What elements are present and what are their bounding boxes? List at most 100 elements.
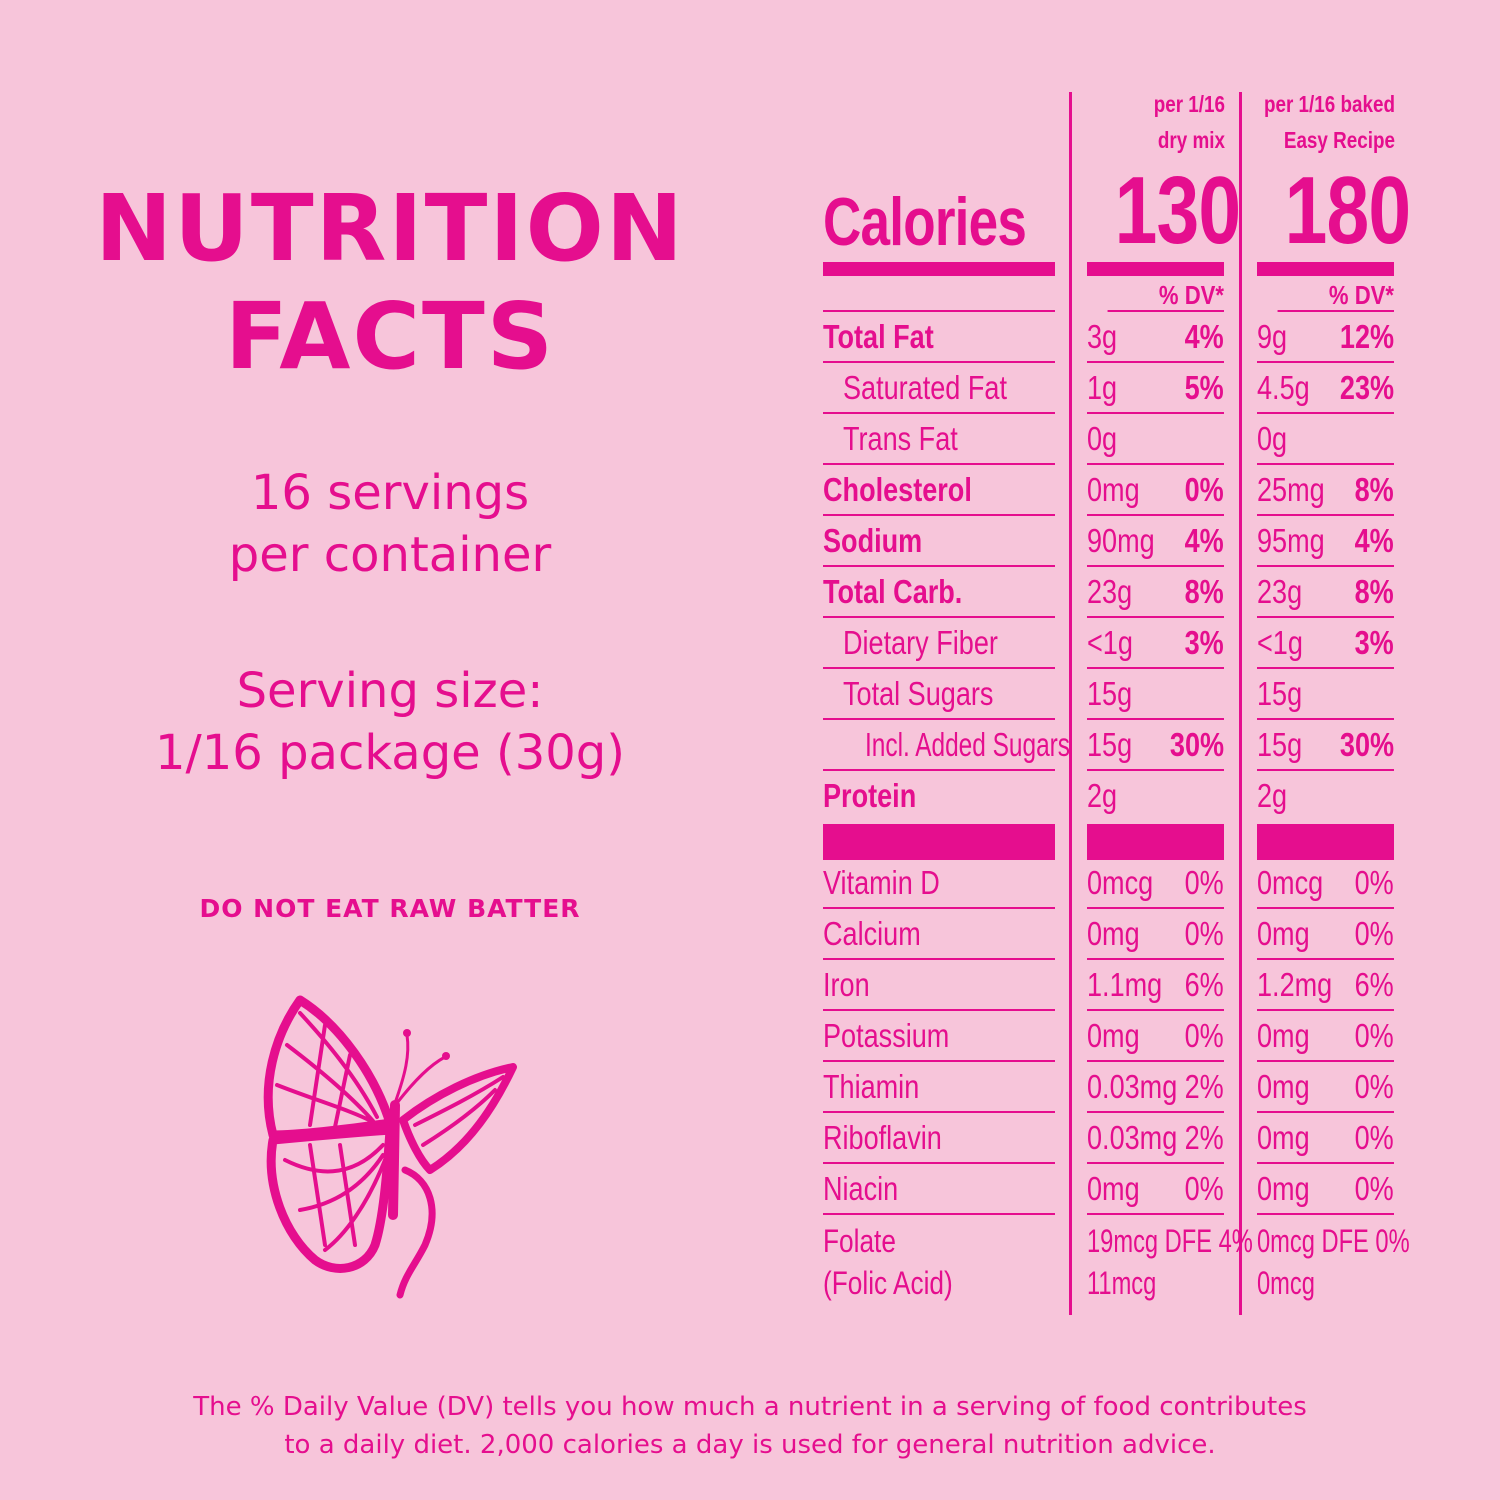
dv-col1: 6% [1184, 966, 1224, 1003]
serving-size: Serving size: 1/16 package (30g) [90, 660, 690, 784]
page-title: NUTRITION FACTS [90, 175, 690, 391]
nutrient-name: Total Sugars [843, 675, 994, 712]
calories-label: Calories [823, 184, 1027, 260]
dv-col1: 8% [1184, 573, 1224, 610]
dv-col2: 0% [1354, 915, 1394, 952]
dv-col2: 0% [1354, 1068, 1394, 1105]
dv-header-col2: % DV* [1277, 280, 1394, 312]
folate-col1-line-1: 19mcg DFE 4% [1087, 1223, 1253, 1259]
dv-col1: 2% [1184, 1119, 1224, 1156]
dv-col1: 30% [1169, 726, 1224, 763]
nutrient-name: Dietary Fiber [843, 624, 998, 661]
dv-col1: 2% [1184, 1068, 1224, 1105]
calories-bar-col2 [1257, 262, 1394, 276]
dv-col2: 8% [1354, 471, 1394, 508]
col2-header-line-1: per 1/16 baked [1263, 91, 1395, 117]
dv-rule-name [823, 310, 1055, 312]
amount-col1: 90mg [1087, 522, 1155, 559]
protein-bar-name [823, 824, 1055, 860]
nutrient-name: Cholesterol [823, 471, 972, 508]
amount-col2: 15g [1257, 675, 1303, 712]
amount-col2: 9g [1257, 318, 1288, 355]
dv-col2: 8% [1354, 573, 1394, 610]
nutrient-name: Total Carb. [823, 573, 963, 610]
footnote-line-1: The % Daily Value (DV) tells you how muc… [193, 1392, 1307, 1422]
dv-header-col1: % DV* [1107, 280, 1224, 312]
servings-per-container: 16 servings per container [90, 462, 690, 586]
column-divider-1 [1069, 92, 1072, 1315]
calories-bar-name [823, 262, 1055, 276]
amount-col2: 0mg [1257, 1068, 1310, 1105]
amount-col1: 0mcg [1087, 864, 1154, 901]
protein-bar-col2 [1257, 824, 1394, 860]
col1-header-line-1: per 1/16 [1153, 91, 1225, 117]
vitamin-name: Niacin [823, 1170, 899, 1207]
vitamin-name: Vitamin D [823, 864, 940, 901]
amount-col1: 1.1mg [1087, 966, 1163, 1003]
column-header-dry-mix: per 1/16 dry mix [1090, 86, 1225, 158]
dv-col2: 23% [1339, 369, 1394, 406]
folate-col2-line-1: 0mcg DFE 0% [1257, 1223, 1410, 1259]
dv-col1: 5% [1184, 369, 1224, 406]
folate-col1: 19mcg DFE 4% 11mcg [1087, 1220, 1253, 1304]
amount-col1: 15g [1087, 726, 1133, 763]
amount-col2: 0mg [1257, 1119, 1310, 1156]
column-divider-2 [1239, 92, 1242, 1315]
amount-col1: <1g [1087, 624, 1133, 661]
amount-col1: 23g [1087, 573, 1133, 610]
raw-batter-warning: DO NOT EAT RAW BATTER [199, 894, 581, 923]
vitamin-name: Potassium [823, 1017, 950, 1054]
folate-name-line-1: Folate [823, 1223, 896, 1259]
folate-name-line-2: (Folic Acid) [823, 1265, 953, 1301]
col1-header-line-2: dry mix [1157, 127, 1225, 153]
dv-col1: 0% [1184, 471, 1224, 508]
dv-col2: 12% [1339, 318, 1394, 355]
dv-col1: 3% [1184, 624, 1224, 661]
amount-col1: 0mg [1087, 915, 1140, 952]
nutrient-name: Protein [823, 777, 917, 814]
amount-col2: 1.2mg [1257, 966, 1333, 1003]
amount-col1: 1g [1087, 369, 1118, 406]
amount-col2: 0g [1257, 420, 1288, 457]
nutrient-name: Saturated Fat [843, 369, 1007, 406]
calories-bar-col1 [1087, 262, 1224, 276]
amount-col2: 0mg [1257, 1017, 1310, 1054]
amount-col2: 2g [1257, 777, 1288, 814]
vitamin-name: Riboflavin [823, 1119, 942, 1156]
dv-col1: 4% [1184, 522, 1224, 559]
dv-col2: 30% [1339, 726, 1394, 763]
dv-col2: 6% [1354, 966, 1394, 1003]
nutrient-name: Trans Fat [843, 420, 958, 457]
col2-header-line-2: Easy Recipe [1283, 127, 1395, 153]
folate-col1-line-2: 11mcg [1087, 1265, 1157, 1301]
dv-col1: 4% [1184, 318, 1224, 355]
dv-col2: 0% [1354, 1017, 1394, 1054]
vitamin-name: Thiamin [823, 1068, 920, 1105]
amount-col1: 0.03mg [1087, 1068, 1178, 1105]
servings-line-2: per container [228, 527, 552, 583]
amount-col1: 0mg [1087, 1170, 1140, 1207]
dv-col2: 0% [1354, 1119, 1394, 1156]
column-header-baked: per 1/16 baked Easy Recipe [1247, 86, 1395, 158]
folate-col2-line-2: 0mcg [1257, 1265, 1315, 1301]
protein-bar-col1 [1087, 824, 1224, 860]
calories-baked: 180 [1284, 157, 1412, 264]
amount-col2: 15g [1257, 726, 1303, 763]
amount-col1: 0.03mg [1087, 1119, 1178, 1156]
daily-value-footnote: The % Daily Value (DV) tells you how muc… [150, 1388, 1350, 1464]
amount-col2: 0mcg [1257, 864, 1324, 901]
amount-col2: 4.5g [1257, 369, 1310, 406]
amount-col1: 0g [1087, 420, 1118, 457]
dv-col2: 3% [1354, 624, 1394, 661]
amount-col1: 0mg [1087, 1017, 1140, 1054]
amount-col1: 15g [1087, 675, 1133, 712]
dv-col1: 0% [1184, 915, 1224, 952]
amount-col2: 25mg [1257, 471, 1325, 508]
footnote-line-2: to a daily diet. 2,000 calories a day is… [284, 1430, 1216, 1460]
folate-name: Folate (Folic Acid) [823, 1220, 953, 1304]
amount-col1: 0mg [1087, 471, 1140, 508]
nutrient-name: Total Fat [823, 318, 934, 355]
amount-col1: 3g [1087, 318, 1118, 355]
calories-dry-mix: 130 [1114, 157, 1242, 264]
serving-size-line-1: Serving size: [236, 663, 544, 719]
